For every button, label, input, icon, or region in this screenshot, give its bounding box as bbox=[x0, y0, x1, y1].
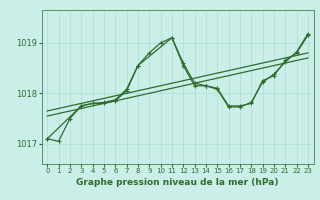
X-axis label: Graphe pression niveau de la mer (hPa): Graphe pression niveau de la mer (hPa) bbox=[76, 178, 279, 187]
